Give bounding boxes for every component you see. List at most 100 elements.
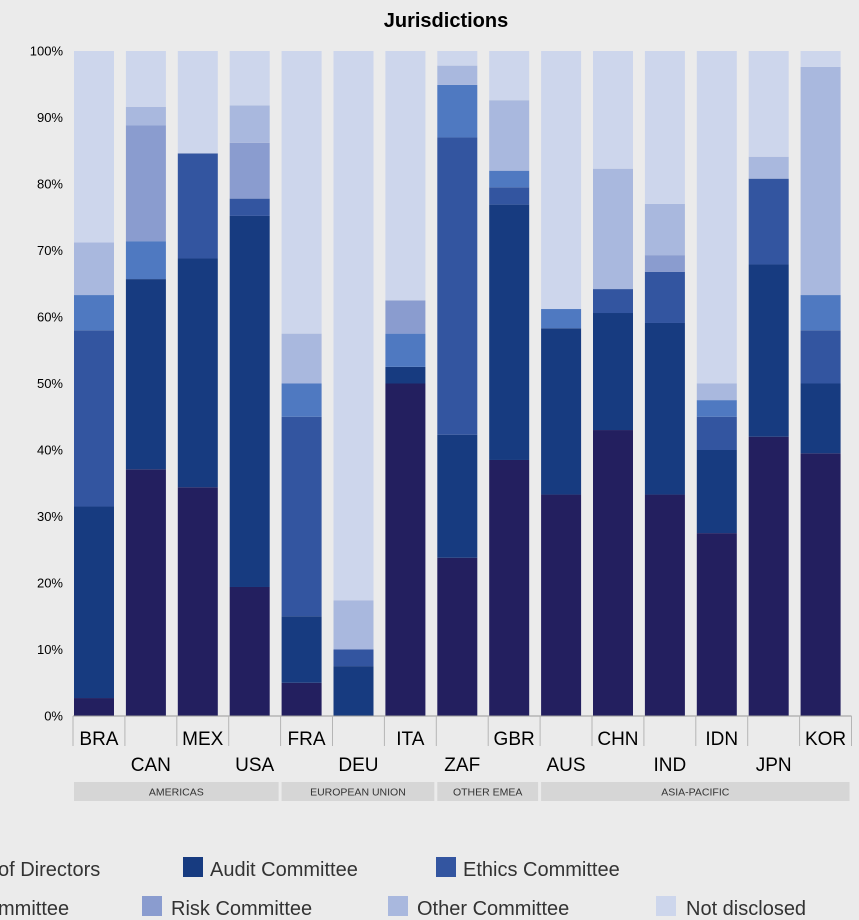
group-band-asia-pacific: [541, 782, 850, 801]
bar-ita-mmittee: [385, 333, 426, 367]
bar-usa-risk-committee: [229, 142, 270, 199]
bar-chn-ethics-committee: [593, 289, 633, 314]
bar-deu-audit-committee: [333, 666, 374, 716]
bar-kor-audit-committee: [800, 383, 841, 454]
legend-label-ethics-committee: Ethics Committee: [463, 859, 620, 881]
bar-gbr-ethics-committee: [489, 187, 530, 205]
bar-ind-of-directors: [644, 494, 685, 716]
legend-label-of-directors: of Directors: [0, 859, 100, 881]
x-tick-label-aus: AUS: [547, 755, 586, 776]
bar-chn-audit-committee: [593, 313, 633, 431]
bars: [74, 51, 841, 716]
legend-label-mmittee: mmittee: [0, 898, 69, 920]
bar-chn-of-directors: [593, 430, 633, 716]
bar-kor-not-disclosed: [800, 51, 841, 67]
bar-ita-audit-committee: [385, 366, 426, 384]
y-tick-label: 40%: [37, 443, 63, 458]
bar-mex-not-disclosed: [177, 51, 218, 154]
y-axis: 0% 10% 20% 30% 40% 50% 60% 70% 80% 90% 100%: [30, 44, 64, 724]
y-tick-label: 20%: [37, 576, 63, 591]
bar-usa-audit-committee: [229, 215, 270, 587]
bar-jpn-audit-committee: [748, 264, 789, 437]
bar-fra-of-directors: [281, 682, 322, 716]
bar-zaf-other-committee: [437, 65, 478, 85]
bar-ind-audit-committee: [644, 322, 685, 495]
bar-gbr-not-disclosed: [489, 51, 530, 101]
bar-jpn-ethics-committee: [748, 178, 789, 265]
bar-idn-other-committee: [696, 383, 737, 401]
x-tick-label-jpn: JPN: [756, 755, 792, 776]
bar-bra-ethics-committee: [74, 330, 114, 507]
bar-mex-of-directors: [177, 487, 218, 716]
bar-aus-audit-committee: [541, 328, 582, 495]
group-band-other-emea: [437, 782, 539, 801]
bar-kor-mmittee: [800, 295, 841, 331]
bar-can-not-disclosed: [125, 51, 166, 107]
bar-jpn-of-directors: [748, 436, 789, 716]
y-tick-label: 0%: [44, 709, 63, 724]
bar-mex-ethics-committee: [177, 153, 218, 259]
bar-can-risk-committee: [125, 125, 166, 242]
bar-chn-not-disclosed: [593, 51, 633, 169]
bar-can-audit-committee: [125, 279, 166, 470]
group-band-european-union: [281, 782, 435, 801]
y-tick-label: 30%: [37, 509, 63, 524]
bar-ind-not-disclosed: [644, 51, 685, 204]
bar-gbr-audit-committee: [489, 204, 530, 460]
bar-gbr-mmittee: [489, 170, 530, 188]
bar-aus-not-disclosed: [541, 51, 582, 310]
x-tick-label-bra: BRA: [79, 729, 118, 750]
bar-aus-of-directors: [541, 494, 582, 716]
bar-idn-ethics-committee: [696, 416, 737, 450]
bar-zaf-of-directors: [437, 557, 478, 716]
bar-idn-audit-committee: [696, 450, 737, 534]
bar-ita-risk-committee: [385, 300, 426, 334]
legend-swatch-not-disclosed: [656, 896, 676, 916]
bar-usa-ethics-committee: [229, 198, 270, 216]
bar-fra-not-disclosed: [281, 51, 322, 334]
x-tick-label-ind: IND: [653, 755, 686, 776]
bar-chn-other-committee: [593, 168, 633, 290]
bar-ind-other-committee: [644, 203, 685, 256]
bar-usa-of-directors: [229, 586, 270, 716]
group-label-other-emea: OTHER EMEA: [453, 787, 522, 799]
x-axis-tick-labels: BRA CAN MEX USA FRA DEU ITA ZAF GBR AUS CHN IND IDN J…: [79, 729, 846, 776]
x-tick-label-idn: IDN: [705, 729, 738, 750]
legend-swatch-other-committee: [388, 896, 408, 916]
y-tick-label: 90%: [37, 110, 63, 125]
bar-can-mmittee: [125, 241, 166, 280]
bar-ita-of-directors: [385, 383, 426, 716]
bar-gbr-other-committee: [489, 100, 530, 171]
bar-gbr-of-directors: [489, 459, 530, 716]
bar-deu-other-committee: [333, 600, 374, 650]
bar-can-other-committee: [125, 106, 166, 126]
bar-mex-audit-committee: [177, 258, 218, 488]
bar-usa-not-disclosed: [229, 51, 270, 106]
x-tick-label-zaf: ZAF: [444, 755, 480, 776]
x-tick-label-can: CAN: [131, 755, 171, 776]
bar-usa-other-committee: [229, 105, 270, 143]
x-tick-label-fra: FRA: [288, 729, 326, 750]
bar-can-of-directors: [125, 469, 166, 716]
y-tick-label: 50%: [37, 376, 63, 391]
chart-title: Jurisdictions: [384, 10, 508, 32]
bar-idn-of-directors: [696, 533, 737, 716]
legend-label-other-committee: Other Committee: [417, 898, 569, 920]
region-groups: AMERICAS EUROPEAN UNION OTHER EMEA ASIA-PAC…: [74, 782, 850, 801]
bar-deu-ethics-committee: [333, 649, 374, 667]
x-axis: [72, 715, 852, 746]
bar-deu-not-disclosed: [333, 51, 374, 601]
x-tick-label-kor: KOR: [805, 729, 846, 750]
legend-swatch-ethics-committee: [436, 857, 456, 877]
group-label-european-union: EUROPEAN UNION: [310, 787, 406, 799]
bar-zaf-ethics-committee: [437, 137, 478, 435]
legend: of Directors Audit Committee Ethics Commit…: [0, 857, 806, 920]
bar-zaf-not-disclosed: [437, 51, 478, 66]
bar-kor-ethics-committee: [800, 330, 841, 384]
legend-label-risk-committee: Risk Committee: [171, 898, 312, 920]
bar-ind-risk-committee: [644, 255, 685, 272]
bar-jpn-other-committee: [748, 156, 789, 179]
bar-kor-other-committee: [800, 66, 841, 296]
bar-bra-mmittee: [74, 295, 114, 331]
